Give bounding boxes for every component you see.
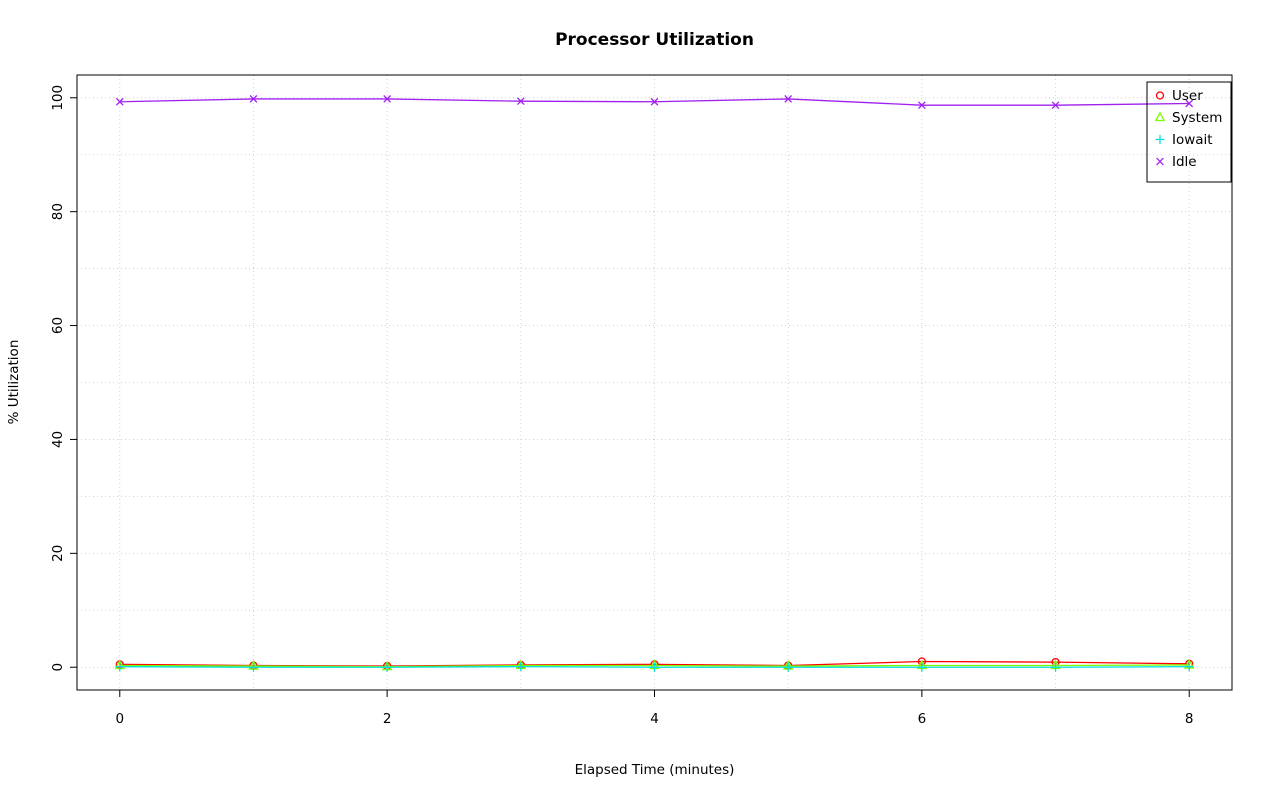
legend-box bbox=[1146, 81, 1232, 183]
legend-label-user: User bbox=[1172, 88, 1203, 104]
symbol-x bbox=[918, 101, 926, 110]
symbol-x bbox=[784, 95, 793, 103]
y-axis-label: % Utilization bbox=[6, 339, 22, 425]
x-tick-label: 6 bbox=[918, 711, 927, 727]
legend: User System Iowait Idle bbox=[1146, 81, 1232, 183]
symbol-triangle bbox=[1154, 111, 1166, 122]
symbol-x bbox=[115, 97, 124, 106]
symbol-x bbox=[516, 97, 525, 106]
legend-label-iowait: Iowait bbox=[1172, 132, 1213, 148]
symbol-plus bbox=[1184, 662, 1194, 672]
x-tick-label: 8 bbox=[1185, 711, 1194, 727]
y-tick-label: 80 bbox=[50, 203, 66, 220]
symbol-x bbox=[249, 95, 258, 103]
y-tick-label: 40 bbox=[50, 431, 66, 448]
symbol-x bbox=[1051, 101, 1060, 110]
symbol-x bbox=[650, 97, 659, 106]
legend-label-system: System bbox=[1172, 110, 1222, 126]
symbol-plus bbox=[1051, 662, 1061, 672]
symbol-x bbox=[1156, 157, 1164, 166]
symbol-plus bbox=[115, 662, 125, 672]
legend-label-idle: Idle bbox=[1172, 154, 1197, 170]
symbol-x bbox=[1185, 99, 1194, 108]
symbol-plus bbox=[248, 662, 258, 672]
symbol-plus bbox=[516, 662, 526, 672]
x-tick-label: 4 bbox=[650, 711, 659, 727]
y-tick-label: 100 bbox=[50, 85, 66, 111]
x-axis-label: Elapsed Time (minutes) bbox=[574, 762, 735, 778]
symbol-circle bbox=[1155, 91, 1165, 100]
y-tick-label: 0 bbox=[50, 663, 66, 672]
symbol-plus bbox=[650, 662, 659, 672]
symbol-plus bbox=[917, 662, 927, 672]
x-tick-label: 2 bbox=[383, 711, 392, 727]
symbol-plus bbox=[1155, 135, 1165, 144]
symbol-plus bbox=[783, 662, 793, 672]
chart-title: Processor Utilization bbox=[555, 30, 754, 50]
x-tick-label: 0 bbox=[115, 711, 124, 727]
y-tick-label: 60 bbox=[50, 317, 66, 334]
y-tick-label: 20 bbox=[50, 545, 66, 562]
symbol-plus bbox=[382, 662, 392, 672]
symbol-x bbox=[383, 95, 391, 103]
